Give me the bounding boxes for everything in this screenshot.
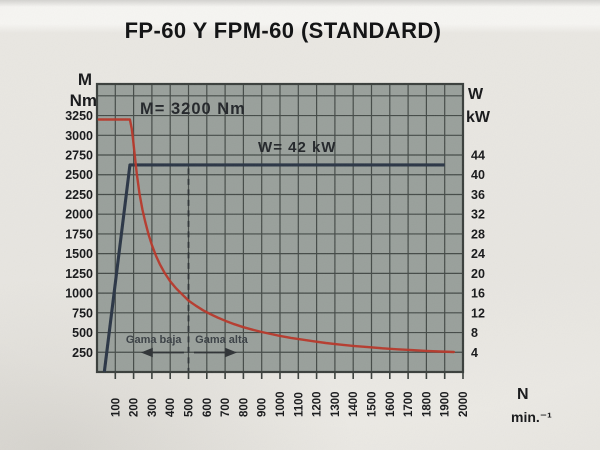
left-axis-tick-label: 1500 bbox=[65, 247, 93, 261]
left-axis-tick-label: 2000 bbox=[65, 208, 93, 222]
left-axis-tick-label: 1250 bbox=[65, 267, 93, 281]
right-axis-tick-label: 40 bbox=[471, 168, 485, 182]
x-axis-tick-label: 1700 bbox=[403, 391, 415, 417]
torque-annotation: M= 3200 Nm bbox=[140, 100, 246, 118]
x-axis-tick-label: 200 bbox=[129, 398, 141, 417]
right-axis-tick-label: 44 bbox=[471, 149, 485, 163]
left-axis-title-m: M bbox=[78, 70, 92, 89]
x-axis-tick-label: 2000 bbox=[458, 391, 470, 417]
right-axis-tick-label: 20 bbox=[471, 267, 485, 281]
region-label-gama-alta: Gama alta bbox=[195, 334, 248, 346]
left-axis-title-nm: Nm bbox=[70, 91, 97, 110]
x-axis-tick-label: 1200 bbox=[312, 391, 324, 417]
region-label-gama-baja: Gama baja bbox=[126, 334, 183, 346]
x-axis-title-unit: min.⁻¹ bbox=[511, 409, 552, 425]
power-annotation: W= 42 kW bbox=[258, 139, 336, 156]
right-axis-tick-label: 12 bbox=[471, 306, 485, 320]
x-axis-tick-label: 1600 bbox=[385, 391, 397, 417]
right-axis-tick-label: 36 bbox=[471, 188, 485, 202]
x-axis-tick-label: 600 bbox=[202, 398, 214, 417]
left-axis-tick-label: 3250 bbox=[65, 109, 93, 123]
right-axis-tick-label: 28 bbox=[471, 227, 485, 241]
right-axis-tick-label: 24 bbox=[471, 247, 485, 261]
x-axis-tick-label: 1300 bbox=[330, 391, 342, 417]
left-axis-tick-label: 2500 bbox=[65, 168, 93, 182]
left-axis-tick-label: 3000 bbox=[65, 129, 93, 143]
right-axis-tick-label: 8 bbox=[471, 326, 478, 340]
x-axis-tick-label: 400 bbox=[165, 398, 177, 417]
x-axis-tick-label: 1000 bbox=[275, 391, 287, 417]
x-axis-tick-label: 1400 bbox=[348, 391, 360, 417]
x-axis-tick-label: 300 bbox=[147, 398, 159, 417]
left-axis-tick-label: 2750 bbox=[65, 149, 93, 163]
x-axis-tick-label: 700 bbox=[220, 398, 232, 417]
x-axis-tick-label: 500 bbox=[184, 398, 196, 417]
left-axis-tick-label: 500 bbox=[72, 326, 93, 340]
x-axis-tick-label: 1100 bbox=[293, 392, 305, 417]
x-axis-tick-label: 1800 bbox=[421, 391, 433, 417]
x-axis-tick-label: 900 bbox=[257, 398, 269, 417]
right-axis-title-w: W bbox=[468, 86, 484, 103]
left-axis-tick-label: 1750 bbox=[65, 227, 93, 241]
left-axis-tick-label: 2250 bbox=[65, 188, 93, 202]
right-axis-tick-label: 16 bbox=[471, 287, 485, 301]
left-axis-tick-label: 250 bbox=[72, 346, 93, 360]
x-axis-tick-label: 800 bbox=[238, 398, 250, 417]
right-axis-tick-label: 4 bbox=[471, 346, 478, 360]
right-axis-title-kw: kW bbox=[466, 109, 491, 126]
x-axis-tick-label: 100 bbox=[110, 398, 122, 417]
x-axis-tick-label: 1900 bbox=[440, 391, 452, 417]
x-axis-tick-label: 1500 bbox=[367, 391, 379, 417]
right-axis-tick-label: 32 bbox=[471, 208, 485, 222]
left-axis-tick-label: 750 bbox=[72, 306, 93, 320]
x-axis-title-n: N bbox=[517, 386, 529, 403]
left-axis-tick-label: 1000 bbox=[65, 287, 93, 301]
